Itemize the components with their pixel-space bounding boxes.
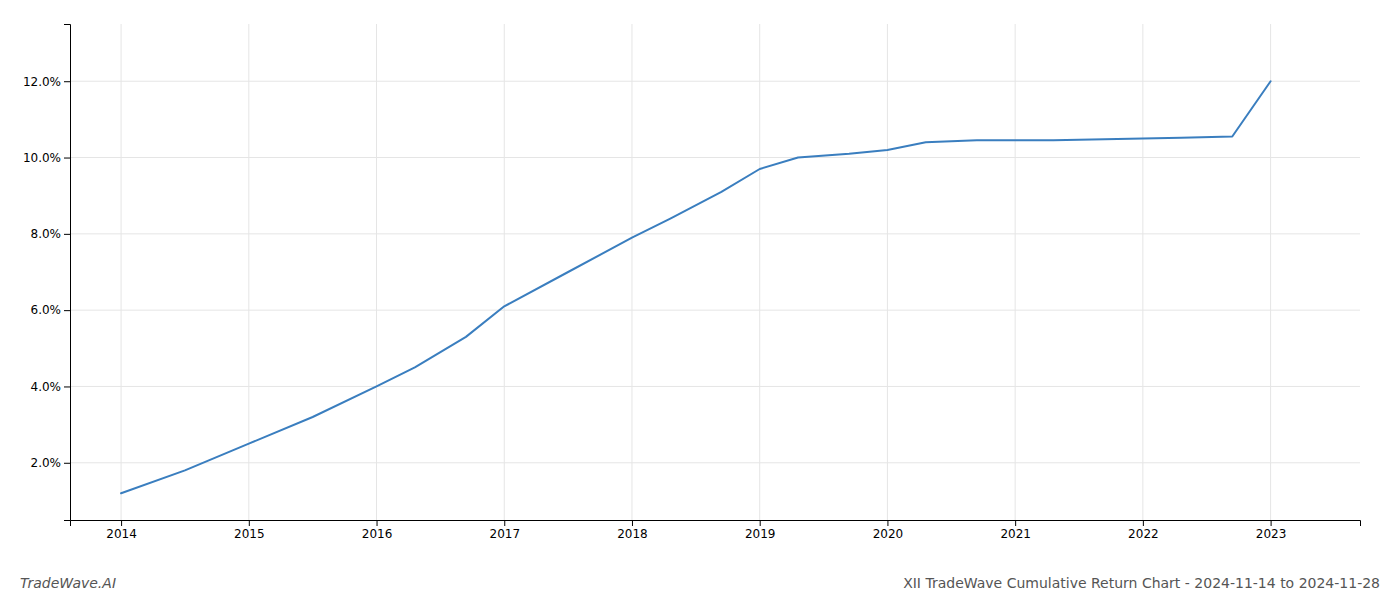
tick: 2.0% <box>31 456 71 470</box>
axis-line <box>71 521 1361 527</box>
tick-mark <box>377 520 378 526</box>
tick-label: 2019 <box>745 527 776 541</box>
tick-label: 4.0% <box>31 380 62 394</box>
tick-mark <box>121 520 122 526</box>
tick-mark <box>504 520 505 526</box>
tick: 2020 <box>873 520 904 541</box>
x-axis: 2014 2015 2016 2017 2018 2019 2020 2021 2022 2023 <box>71 520 1361 541</box>
grid-line <box>759 24 760 520</box>
grid-line <box>1270 24 1271 520</box>
grid-line <box>248 24 249 520</box>
grid-line <box>631 24 632 520</box>
tick: 2019 <box>745 520 776 541</box>
tick-mark <box>64 386 70 387</box>
tick-mark <box>1271 520 1272 526</box>
tick-mark <box>64 310 70 311</box>
tick: 10.0% <box>23 151 70 165</box>
grid-line <box>376 24 377 520</box>
grid <box>70 24 1360 520</box>
grid-line <box>1142 24 1143 520</box>
tick-label: 2018 <box>617 527 648 541</box>
tick: 6.0% <box>31 303 71 317</box>
tick-label: 2023 <box>1256 527 1287 541</box>
grid-line <box>70 157 1360 158</box>
chart: 2014 2015 2016 2017 2018 2019 2020 2021 2022 2023… <box>0 0 1400 600</box>
tick: 2023 <box>1256 520 1287 541</box>
tick-mark <box>1143 520 1144 526</box>
tick: 2018 <box>617 520 648 541</box>
tick: 4.0% <box>31 380 71 394</box>
tick-label: 8.0% <box>31 227 62 241</box>
tick-mark <box>64 81 70 82</box>
tick-label: 6.0% <box>31 303 62 317</box>
tick-label: 2021 <box>1000 527 1031 541</box>
annotation: TradeWave.AI <box>20 575 116 591</box>
grid-line <box>1015 24 1016 520</box>
tick-mark <box>64 158 70 159</box>
y-axis: 2.0% 4.0% 6.0% 8.0% 10.0% 12.0% <box>23 25 71 521</box>
tick: 8.0% <box>31 227 71 241</box>
tick-mark <box>64 463 70 464</box>
tick: 2017 <box>489 520 520 541</box>
grid-line <box>70 233 1360 234</box>
tick-label: 2017 <box>489 527 520 541</box>
series <box>121 81 1271 493</box>
tick-label: 2022 <box>1128 527 1159 541</box>
grid-line <box>70 310 1360 311</box>
tick: 12.0% <box>23 75 70 89</box>
tick: 2022 <box>1128 520 1159 541</box>
tick-label: 2016 <box>362 527 393 541</box>
grid-line <box>121 24 122 520</box>
tick-mark <box>249 520 250 526</box>
tick: 2021 <box>1000 520 1031 541</box>
plot-area: 2014 2015 2016 2017 2018 2019 2020 2021 2022 2023… <box>23 24 1361 541</box>
title: XII TradeWave Cumulative Return Chart - … <box>903 575 1380 591</box>
tick: 2014 <box>106 520 137 541</box>
axis-line <box>64 25 71 521</box>
line <box>121 81 1271 493</box>
tick-mark <box>632 520 633 526</box>
grid-line <box>887 24 888 520</box>
grid-line <box>504 24 505 520</box>
tick-label: 2015 <box>234 527 265 541</box>
grid-line <box>70 462 1360 463</box>
grid-line <box>70 386 1360 387</box>
tick-label: 12.0% <box>23 75 61 89</box>
tick-mark <box>64 234 70 235</box>
tick-mark <box>1015 520 1016 526</box>
tick-mark <box>760 520 761 526</box>
tick: 2016 <box>362 520 393 541</box>
tick-label: 2020 <box>873 527 904 541</box>
tick-label: 10.0% <box>23 151 61 165</box>
grid-line <box>70 81 1360 82</box>
tick-label: 2.0% <box>31 456 62 470</box>
tick: 2015 <box>234 520 265 541</box>
tick-mark <box>887 520 888 526</box>
tick-label: 2014 <box>106 527 137 541</box>
